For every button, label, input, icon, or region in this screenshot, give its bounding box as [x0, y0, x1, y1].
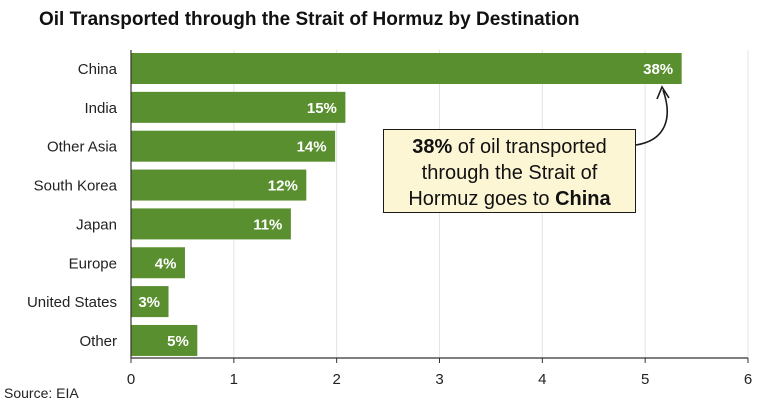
callout-text: of oil transported through the Strait of… — [408, 136, 607, 210]
bar-united-states — [131, 286, 169, 318]
bar-other — [131, 324, 198, 356]
bars: 38% 15% 14% 12% 11% 4% 3% 5% — [131, 53, 682, 356]
bar-value-label: 11% — [253, 216, 282, 233]
x-tick-label: 6 — [744, 371, 752, 388]
x-tick-label: 2 — [332, 371, 340, 388]
bar-india — [131, 91, 346, 123]
bar-value-label: 14% — [297, 139, 327, 156]
bar-value-label: 5% — [167, 333, 189, 350]
category-label: China — [78, 61, 118, 78]
chart-title: Oil Transported through the Strait of Ho… — [39, 9, 580, 30]
bar-japan — [131, 208, 291, 240]
category-label: United States — [27, 294, 117, 311]
category-label: Japan — [76, 216, 117, 233]
bar-value-label: 12% — [268, 178, 298, 195]
bar-value-label: 3% — [138, 294, 160, 311]
category-label: India — [84, 100, 117, 117]
bar-china — [131, 53, 682, 84]
bar-value-label: 15% — [307, 100, 337, 117]
category-label: Europe — [69, 255, 117, 272]
callout-arrow-line — [635, 89, 668, 146]
category-label: Other — [79, 333, 117, 350]
bar-europe — [131, 247, 185, 279]
x-tick-label: 5 — [641, 371, 649, 388]
bar-other-asia — [131, 130, 336, 162]
x-tick-label: 1 — [230, 371, 238, 388]
x-tick-label: 3 — [435, 371, 443, 388]
callout-arrow-head — [656, 85, 670, 100]
callout-highlight-dest: China — [555, 188, 611, 210]
source-note: Source: EIA — [4, 385, 79, 401]
callout-box: 38% of oil transported through the Strai… — [383, 129, 636, 213]
bar-value-label: 4% — [155, 255, 177, 272]
bar-value-label: 38% — [643, 61, 673, 78]
category-labels: China India Other Asia South Korea Japan Euro… — [27, 61, 118, 350]
x-tick-label: 0 — [127, 371, 135, 388]
category-label: South Korea — [34, 178, 118, 195]
x-tick-label: 4 — [538, 371, 546, 388]
x-axis: 0 1 2 3 4 5 6 — [127, 50, 752, 388]
bar-south-korea — [131, 169, 307, 201]
callout-highlight-pct: 38% — [412, 136, 453, 158]
callout-arrow — [635, 85, 670, 146]
category-label: Other Asia — [47, 139, 118, 156]
